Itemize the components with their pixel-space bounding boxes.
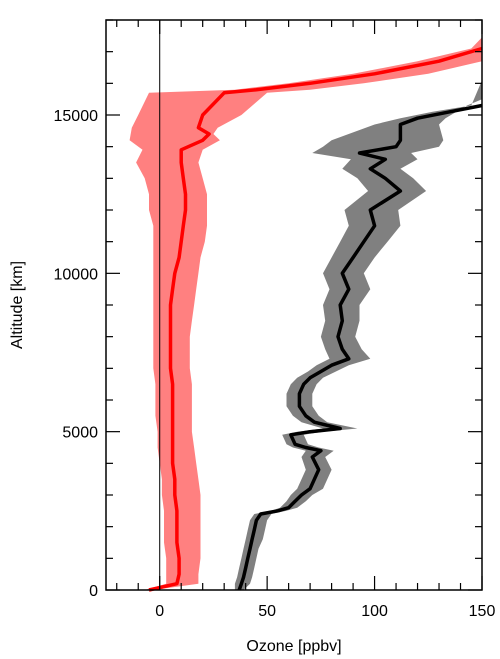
series-1-line [148,46,483,592]
series-2-band [234,80,482,590]
x-tick-label: 50 [258,603,276,620]
y-tick-label: 10000 [54,266,99,283]
x-tick-label: 100 [361,603,388,620]
x-tick-label: 150 [469,603,496,620]
series-2-line [237,103,483,591]
y-tick-label: 0 [89,583,98,600]
profile-lines [148,46,483,592]
y-tick-label: 15000 [54,108,99,125]
y-axis-title: Altitude [km] [9,261,26,349]
axis-ticks [106,19,483,591]
series-1-band [129,37,482,590]
y-tick-label: 5000 [62,425,98,442]
x-axis-title: Ozone [ppbv] [246,638,341,655]
tick-labels: 0 50 100 150 0 5000 10000 15000 [54,108,496,620]
x-tick-label: 0 [155,603,164,620]
uncertainty-bands [129,37,482,590]
